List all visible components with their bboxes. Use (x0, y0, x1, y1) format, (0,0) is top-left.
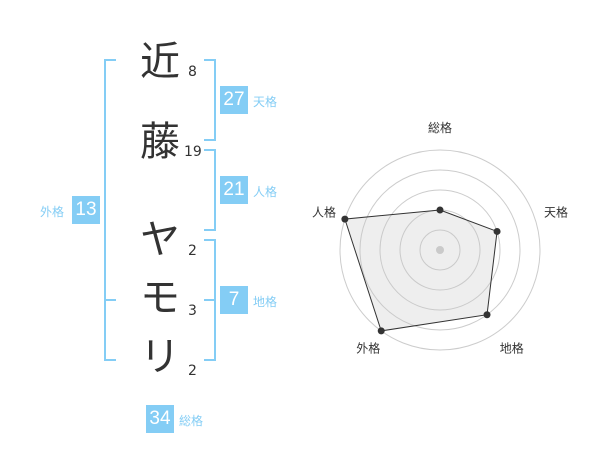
radar-point (377, 327, 385, 335)
tenkaku-value: 27 (220, 86, 248, 114)
gaikaku-bracket (104, 59, 116, 361)
stroke-count: 2 (188, 243, 197, 259)
radar-point (341, 215, 349, 223)
name-char-2: 藤 (140, 119, 180, 165)
radar-ring (379, 189, 501, 311)
chikaku-label: 地格 (253, 295, 278, 309)
radar-axis-label: 総格 (428, 120, 452, 135)
radar-ring (339, 149, 541, 351)
radar-ring (419, 229, 461, 271)
soukaku-value: 34 (146, 405, 174, 433)
radar-point (483, 311, 491, 319)
stroke-count: 2 (188, 363, 197, 379)
radar-axis-label: 外格 (356, 341, 380, 356)
radar-area (344, 209, 498, 332)
name-char-3: ヤ (140, 217, 180, 263)
radar-ring (359, 169, 521, 331)
radar-point (436, 206, 444, 214)
stroke-count: 3 (188, 303, 197, 319)
name-char-4: モ (140, 275, 180, 321)
bracket-tick (204, 299, 216, 301)
stroke-count: 8 (188, 64, 197, 80)
radar-axis-label: 地格 (500, 341, 524, 356)
jinkaku-label: 人格 (253, 185, 278, 199)
radar-axis-label: 天格 (544, 204, 568, 219)
soukaku-label: 総格 (179, 414, 204, 428)
bracket-tick (104, 299, 116, 301)
radar-axis-label: 人格 (312, 204, 336, 219)
name-char-5: リ (140, 334, 180, 380)
radar-center (436, 246, 444, 254)
stroke-count: 19 (184, 144, 202, 160)
chikaku-value: 7 (220, 286, 248, 314)
tenkaku-label: 天格 (253, 95, 278, 109)
tenkaku-bracket (204, 59, 216, 141)
name-char-1: 近 (140, 39, 180, 85)
gaikaku-label: 外格 (40, 205, 65, 219)
jinkaku-bracket (204, 149, 216, 231)
radar-point (493, 227, 501, 235)
gaikaku-value: 13 (72, 196, 100, 224)
jinkaku-value: 21 (220, 176, 248, 204)
